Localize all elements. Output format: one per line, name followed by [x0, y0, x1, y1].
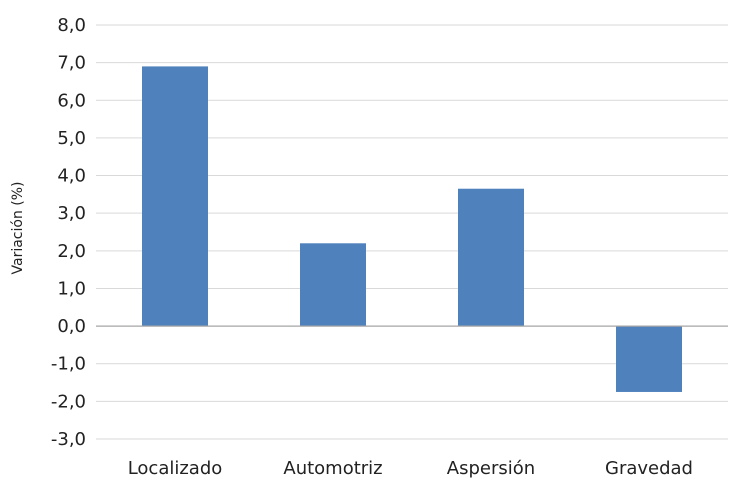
x-category-label: Gravedad [605, 458, 693, 479]
bars [142, 66, 682, 392]
y-axis-ticks: -3,0 -2,0 -1,0 0,0 1,0 2,0 3,0 4,0 5,0 6,0 7,0 8,0 [51, 15, 86, 450]
x-category-label: Localizado [128, 458, 223, 479]
bar-aspersion [458, 188, 524, 327]
y-tick-label: -1,0 [51, 354, 86, 375]
y-tick-label: 8,0 [57, 15, 86, 36]
y-tick-label: 1,0 [57, 278, 86, 299]
y-tick-label: 7,0 [57, 53, 86, 74]
x-axis-categories: Localizado Automotriz Aspersión Gravedad [128, 458, 693, 479]
x-category-label: Aspersión [447, 458, 535, 479]
y-tick-label: 3,0 [57, 203, 86, 224]
bar-automotriz [300, 243, 366, 327]
bar-localizado [142, 66, 208, 327]
x-category-label: Automotriz [283, 458, 382, 479]
y-tick-label: 0,0 [57, 316, 86, 337]
y-tick-label: -3,0 [51, 429, 86, 450]
y-tick-label: 6,0 [57, 90, 86, 111]
y-tick-label: -2,0 [51, 391, 86, 412]
y-axis-title: Variación (%) [10, 182, 26, 275]
y-tick-label: 4,0 [57, 166, 86, 187]
y-tick-label: 5,0 [57, 128, 86, 149]
y-tick-label: 2,0 [57, 241, 86, 262]
bar-gravedad [616, 326, 682, 392]
